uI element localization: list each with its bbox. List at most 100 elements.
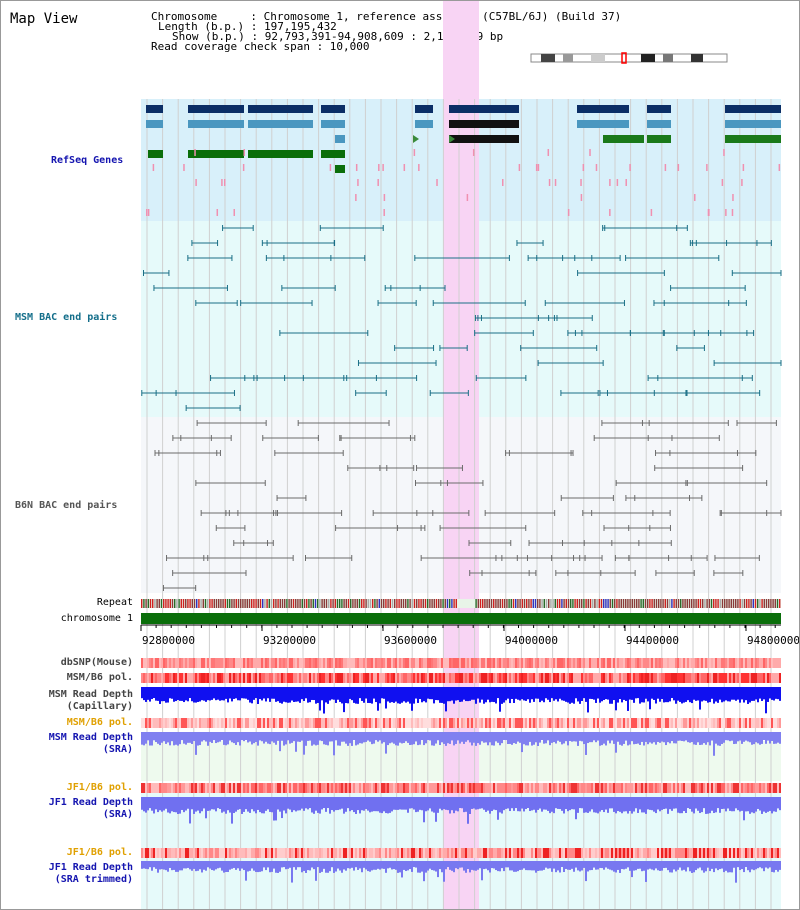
jf1-pol2-cell	[179, 848, 181, 858]
jf1-depth-sra-bar	[683, 797, 685, 812]
jf1-pol2-cell	[609, 848, 611, 858]
jf1-depth-trim-bar	[577, 861, 579, 871]
msm-pol-label[interactable]: MSM/B6 pol.	[66, 672, 133, 683]
jf1-depth-sra-bar	[419, 797, 421, 810]
jf1-pol2-cell	[195, 848, 197, 858]
jf1-depth-sra-bar	[369, 797, 371, 813]
dbsnp-cell	[335, 658, 337, 668]
repeat-mark	[651, 599, 653, 608]
jf1-pol2-cell	[623, 848, 625, 858]
msm-depth-sra-bar	[145, 732, 147, 744]
msm-depth-sra-bar	[429, 732, 431, 741]
msm-depth-capillary-bar	[163, 687, 165, 702]
jf1-pol2-cell	[543, 848, 545, 858]
msm-pol-cell	[175, 673, 177, 683]
jf1-depth-sra-bar	[347, 797, 349, 809]
jf1-depth-trim-bar	[285, 861, 287, 870]
jf1-pol-cell	[775, 783, 777, 793]
gene-tick	[382, 164, 384, 171]
msm-pol2-cell	[211, 718, 213, 728]
jf1-depth-trim-label[interactable]: JF1 Read Depth	[48, 862, 133, 873]
msm-depth-capillary-bar	[547, 687, 549, 700]
msm-pol2-label[interactable]: MSM/B6 pol.	[66, 717, 133, 728]
msm-pol2-cell	[501, 718, 503, 728]
jf1-depth-trim-bar	[715, 861, 717, 869]
jf1-pol-cell	[145, 783, 147, 793]
msm-pol2-cell	[475, 718, 477, 728]
dbsnp-cell	[683, 658, 685, 668]
msm-bac-label[interactable]: MSM BAC end pairs	[15, 312, 118, 323]
jf1-pol-cell	[767, 783, 769, 793]
msm-depth-sra-bar	[201, 732, 203, 742]
repeat-mark	[345, 599, 347, 608]
refseq-genes-label[interactable]: RefSeq Genes	[51, 155, 124, 166]
msm-pol2-cell	[173, 718, 175, 728]
dbsnp-cell	[485, 658, 487, 668]
jf1-depth-trim-bar	[643, 861, 645, 871]
jf1-depth-trim-bar	[737, 861, 739, 868]
msm-depth-sra-bar	[517, 732, 519, 742]
jf1-pol-cell	[445, 783, 447, 793]
msm-pol-cell	[239, 673, 241, 683]
repeat-mark	[506, 599, 508, 608]
jf1-depth-trim-bar	[619, 861, 621, 873]
jf1-depth-sra-bar	[613, 797, 615, 812]
jf1-pol2-cell	[327, 848, 329, 858]
msm-pol-cell	[719, 673, 721, 683]
repeat-mark	[389, 599, 391, 608]
dbsnp-cell	[313, 658, 315, 668]
jf1-pol2-cell	[267, 848, 269, 858]
msm-pol2-cell	[621, 718, 623, 728]
jf1-pol2-label[interactable]: JF1/B6 pol.	[66, 847, 133, 858]
msm-pol-cell	[603, 673, 605, 683]
dbsnp-cell	[241, 658, 243, 668]
msm-pol-cell	[489, 673, 491, 683]
repeat-mark	[508, 599, 510, 608]
jf1-depth-trim-bar	[303, 861, 305, 871]
jf1-pol2-cell	[565, 848, 567, 858]
dbsnp-cell	[179, 658, 181, 668]
repeat-mark	[741, 599, 743, 608]
dbsnp-cell	[207, 658, 209, 668]
jf1-pol2-cell	[329, 848, 331, 858]
msm-pol2-cell	[235, 718, 237, 728]
jf1-pol2-cell	[487, 848, 489, 858]
gene-feature	[248, 150, 313, 158]
msm-depth-capillary-bar	[377, 687, 379, 711]
jf1-pol2-cell	[779, 848, 781, 858]
msm-depth-capillary-label[interactable]: MSM Read Depth	[48, 689, 133, 700]
jf1-depth-sra-label[interactable]: JF1 Read Depth	[48, 797, 133, 808]
msm-depth-capillary-bar	[351, 687, 353, 701]
msm-pol2-cell	[279, 718, 281, 728]
msm-depth-sra-label[interactable]: MSM Read Depth	[48, 732, 133, 743]
dbsnp-cell	[379, 658, 381, 668]
jf1-depth-trim-bar	[635, 861, 637, 871]
msm-depth-sra-bar	[755, 732, 757, 743]
jf1-pol-label[interactable]: JF1/B6 pol.	[66, 782, 133, 793]
msm-pol2-cell	[721, 718, 723, 728]
dbsnp-label[interactable]: dbSNP(Mouse)	[60, 657, 133, 668]
msm-pol2-cell	[423, 718, 425, 728]
msm-pol2-cell	[469, 718, 471, 728]
msm-pol2-cell	[315, 718, 317, 728]
msm-depth-capillary-bar	[167, 687, 169, 703]
jf1-depth-sra-bar	[145, 797, 147, 813]
jf1-depth-trim-bar	[343, 861, 345, 870]
msm-pol2-cell	[483, 718, 485, 728]
msm-pol-cell	[291, 673, 293, 683]
msm-depth-sra-bar	[561, 732, 563, 745]
msm-depth-capillary-bar	[593, 687, 595, 700]
jf1-pol2-cell	[143, 848, 145, 858]
b6n-bac-label[interactable]: B6N BAC end pairs	[15, 500, 118, 511]
jf1-pol2-cell	[247, 848, 249, 858]
jf1-depth-sra-bar	[285, 797, 287, 814]
jf1-pol-cell	[185, 783, 187, 793]
msm-pol-cell	[311, 673, 313, 683]
jf1-depth-trim-bar	[413, 861, 415, 868]
msm-pol2-cell	[595, 718, 597, 728]
msm-depth-sra-bar	[441, 732, 443, 743]
msm-pol2-cell	[557, 718, 559, 728]
jf1-depth-trim-bar	[719, 861, 721, 870]
jf1-pol-cell	[221, 783, 223, 793]
